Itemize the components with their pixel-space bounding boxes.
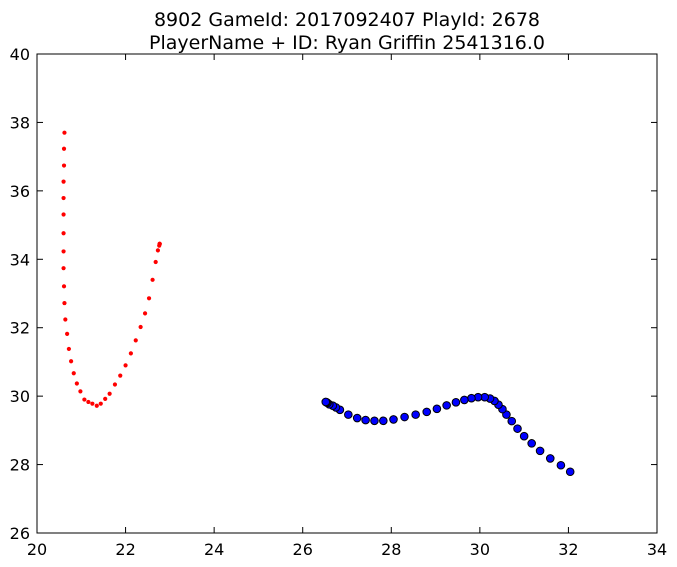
- data-point: [379, 416, 388, 426]
- data-point: [352, 413, 362, 423]
- data-point: [61, 284, 67, 289]
- data-point: [61, 212, 66, 217]
- data-point: [507, 416, 517, 426]
- data-point: [142, 311, 148, 316]
- x-axis: 20 22 24 26 28 30 32 34: [27, 54, 667, 559]
- data-point: [107, 391, 112, 396]
- data-point: [460, 395, 469, 405]
- data-point: [61, 231, 66, 236]
- series-1: [321, 392, 575, 477]
- data-point: [103, 396, 108, 401]
- chart-title: 8902 GameId: 2017092407 PlayId: 2678: [154, 9, 540, 31]
- data-point: [432, 404, 442, 414]
- data-point: [442, 401, 451, 410]
- x-tick-label: 34: [647, 540, 667, 559]
- data-point: [157, 241, 162, 246]
- data-point: [71, 371, 76, 376]
- data-point: [61, 195, 66, 201]
- data-point: [90, 401, 95, 406]
- data-point: [62, 130, 67, 135]
- data-point: [321, 397, 331, 407]
- data-point: [74, 381, 79, 386]
- chart-subtitle: PlayerName + ID: Ryan Griffin 2541316.0: [149, 32, 545, 54]
- data-point: [400, 412, 409, 422]
- data-point: [565, 467, 575, 477]
- x-tick-label: 22: [115, 540, 135, 559]
- data-point: [361, 415, 370, 425]
- data-point: [556, 460, 566, 470]
- y-tick-label: 36: [10, 182, 30, 201]
- data-point: [82, 397, 87, 402]
- data-point: [66, 346, 71, 352]
- data-point: [411, 410, 420, 419]
- data-point: [128, 351, 133, 356]
- series-0: [61, 130, 162, 408]
- data-point: [78, 389, 83, 394]
- data-point: [69, 359, 74, 364]
- data-point: [62, 300, 67, 306]
- data-point: [545, 454, 555, 463]
- y-tick-label: 26: [10, 524, 30, 543]
- data-point: [65, 331, 70, 336]
- data-point: [513, 424, 522, 433]
- x-tick-label: 28: [381, 540, 401, 559]
- data-point: [519, 431, 529, 441]
- y-tick-label: 28: [10, 456, 30, 475]
- plot-frame: [36, 53, 658, 534]
- data-point: [150, 277, 155, 282]
- data-point: [389, 415, 398, 424]
- data-point: [63, 317, 68, 322]
- x-tick-label: 32: [558, 540, 578, 559]
- data-point: [344, 410, 353, 419]
- data-point: [451, 398, 461, 407]
- data-point: [138, 324, 143, 330]
- data-point: [146, 296, 152, 301]
- data-point: [61, 266, 66, 271]
- data-point: [118, 373, 123, 378]
- data-point: [61, 249, 66, 254]
- data-point: [422, 407, 432, 417]
- data-point: [527, 439, 536, 448]
- data-point: [133, 338, 138, 343]
- data-point: [370, 416, 379, 426]
- data-point: [61, 146, 67, 151]
- x-tick-label: 20: [27, 540, 47, 559]
- x-tick-label: 26: [293, 540, 313, 559]
- y-tick-label: 40: [10, 45, 30, 64]
- data-point: [153, 259, 158, 265]
- x-tick-label: 24: [204, 540, 224, 559]
- data-point: [123, 363, 128, 368]
- y-tick-label: 38: [10, 113, 30, 132]
- y-tick-label: 30: [10, 387, 30, 406]
- data-point: [155, 248, 160, 253]
- data-point: [98, 401, 103, 406]
- y-tick-label: 34: [10, 250, 30, 269]
- data-point: [535, 446, 545, 456]
- data-point: [61, 179, 66, 184]
- data-point: [112, 382, 118, 387]
- y-tick-label: 32: [10, 319, 30, 338]
- x-tick-label: 30: [470, 540, 490, 559]
- data-layer: [61, 130, 575, 477]
- y-axis: 26 28 30 32 34 36 38 40: [10, 45, 657, 543]
- data-point: [61, 163, 67, 168]
- data-point: [94, 403, 99, 408]
- data-point: [467, 393, 476, 403]
- data-point: [86, 399, 91, 405]
